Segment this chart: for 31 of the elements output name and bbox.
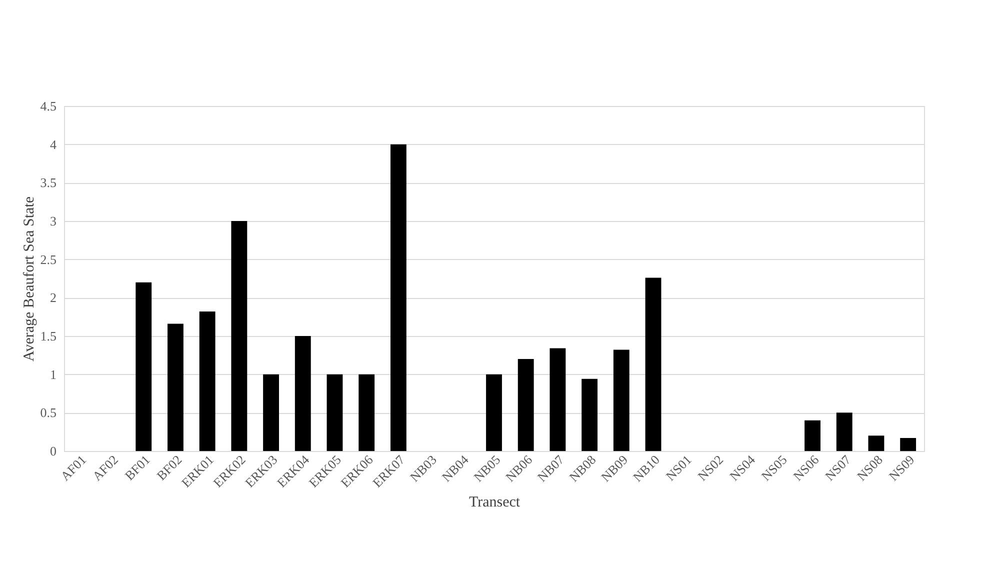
bar <box>358 374 375 451</box>
x-axis-title: Transect <box>468 494 521 510</box>
bar <box>613 350 630 451</box>
bar <box>582 378 598 451</box>
bar <box>550 348 566 451</box>
y-tick-label: 3.5 <box>40 175 56 190</box>
y-axis-title: Average Beaufort Sea State <box>21 196 38 362</box>
bar <box>390 144 406 451</box>
bar <box>836 412 852 451</box>
y-tick-label: 4 <box>50 136 57 152</box>
bar <box>168 324 184 451</box>
y-tick-label: 4.5 <box>40 98 56 114</box>
y-tick-label: 1.5 <box>40 328 56 344</box>
bar <box>136 282 152 451</box>
y-tick-label: 0.5 <box>40 405 56 420</box>
y-tick-label: 0 <box>50 444 56 458</box>
bar <box>326 374 343 451</box>
bar <box>263 374 279 451</box>
y-tick-label: 1 <box>50 366 56 382</box>
bar <box>231 221 248 451</box>
bar <box>645 278 662 451</box>
bar <box>199 311 216 451</box>
bar <box>900 438 916 451</box>
bar <box>868 436 884 451</box>
bar <box>518 359 534 451</box>
bar <box>294 336 311 451</box>
bar <box>486 374 502 451</box>
y-tick-label: 2.5 <box>40 252 56 267</box>
bar <box>804 420 820 451</box>
y-tick-label: 3 <box>50 214 56 228</box>
y-tick-label: 2 <box>50 290 56 306</box>
